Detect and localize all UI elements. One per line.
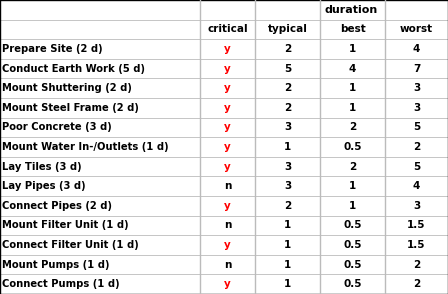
Text: y: y xyxy=(224,83,231,93)
Text: 3: 3 xyxy=(284,122,291,132)
Text: 3: 3 xyxy=(413,201,420,211)
Text: 2: 2 xyxy=(349,122,356,132)
Text: 1: 1 xyxy=(349,103,356,113)
Text: critical: critical xyxy=(207,24,248,34)
Text: Mount Steel Frame (2 d): Mount Steel Frame (2 d) xyxy=(2,103,139,113)
Text: 1: 1 xyxy=(284,220,291,230)
Text: y: y xyxy=(224,122,231,132)
Text: Prepare Site (2 d): Prepare Site (2 d) xyxy=(2,44,103,54)
Text: 1.5: 1.5 xyxy=(407,220,426,230)
Text: y: y xyxy=(224,240,231,250)
Text: 4: 4 xyxy=(413,44,420,54)
Text: 1: 1 xyxy=(284,142,291,152)
Text: y: y xyxy=(224,64,231,74)
Text: 7: 7 xyxy=(413,64,420,74)
Text: 0.5: 0.5 xyxy=(343,220,362,230)
Text: Connect Pumps (1 d): Connect Pumps (1 d) xyxy=(2,279,120,289)
Text: 2: 2 xyxy=(413,142,420,152)
Text: 4: 4 xyxy=(413,181,420,191)
Text: 3: 3 xyxy=(413,83,420,93)
Text: y: y xyxy=(224,279,231,289)
Text: n: n xyxy=(224,260,231,270)
Text: 2: 2 xyxy=(284,83,291,93)
Text: y: y xyxy=(224,162,231,172)
Text: 0.5: 0.5 xyxy=(343,279,362,289)
Text: 2: 2 xyxy=(349,162,356,172)
Text: 0.5: 0.5 xyxy=(343,142,362,152)
Text: 2: 2 xyxy=(284,44,291,54)
Text: Mount Filter Unit (1 d): Mount Filter Unit (1 d) xyxy=(2,220,129,230)
Text: Lay Tiles (3 d): Lay Tiles (3 d) xyxy=(2,162,82,172)
Text: 5: 5 xyxy=(413,162,420,172)
Text: 1: 1 xyxy=(284,279,291,289)
Text: 1: 1 xyxy=(349,201,356,211)
Text: best: best xyxy=(340,24,366,34)
Text: 1: 1 xyxy=(349,181,356,191)
Text: 2: 2 xyxy=(413,279,420,289)
Text: Connect Filter Unit (1 d): Connect Filter Unit (1 d) xyxy=(2,240,139,250)
Text: worst: worst xyxy=(400,24,433,34)
Text: 1.5: 1.5 xyxy=(407,240,426,250)
Text: n: n xyxy=(224,181,231,191)
Text: Mount Water In-/Outlets (1 d): Mount Water In-/Outlets (1 d) xyxy=(2,142,169,152)
Text: 5: 5 xyxy=(284,64,291,74)
Text: 2: 2 xyxy=(284,103,291,113)
Text: 2: 2 xyxy=(284,201,291,211)
Text: duration: duration xyxy=(325,5,378,15)
Text: Connect Pipes (2 d): Connect Pipes (2 d) xyxy=(2,201,112,211)
Text: 1: 1 xyxy=(349,44,356,54)
Text: 3: 3 xyxy=(284,181,291,191)
Text: Lay Pipes (3 d): Lay Pipes (3 d) xyxy=(2,181,86,191)
Text: Mount Pumps (1 d): Mount Pumps (1 d) xyxy=(2,260,110,270)
Text: y: y xyxy=(224,142,231,152)
Text: 2: 2 xyxy=(413,260,420,270)
Text: 0.5: 0.5 xyxy=(343,240,362,250)
Text: 0.5: 0.5 xyxy=(343,260,362,270)
Text: typical: typical xyxy=(267,24,307,34)
Text: Mount Shuttering (2 d): Mount Shuttering (2 d) xyxy=(2,83,132,93)
Text: Poor Concrete (3 d): Poor Concrete (3 d) xyxy=(2,122,112,132)
Text: 1: 1 xyxy=(284,260,291,270)
Text: y: y xyxy=(224,103,231,113)
Text: 1: 1 xyxy=(349,83,356,93)
Text: 3: 3 xyxy=(284,162,291,172)
Text: Conduct Earth Work (5 d): Conduct Earth Work (5 d) xyxy=(2,64,145,74)
Text: 4: 4 xyxy=(349,64,356,74)
Text: 3: 3 xyxy=(413,103,420,113)
Text: 1: 1 xyxy=(284,240,291,250)
Text: y: y xyxy=(224,44,231,54)
Text: y: y xyxy=(224,201,231,211)
Text: n: n xyxy=(224,220,231,230)
Text: 5: 5 xyxy=(413,122,420,132)
